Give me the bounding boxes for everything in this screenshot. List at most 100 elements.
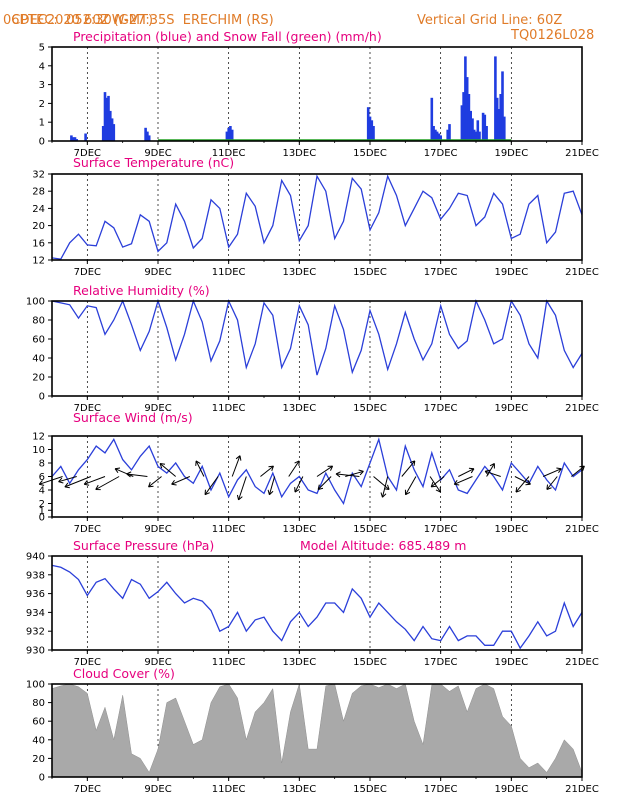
pressure-xtick-label: 15DEC (353, 657, 387, 668)
pressure-frame (51, 555, 583, 651)
pressure-ytick-label: 932 (26, 627, 45, 638)
precip-bar (70, 135, 73, 141)
temp-ytick-label: 16 (32, 238, 45, 249)
wind-vector (373, 476, 390, 490)
wind-xtick-label: 15DEC (353, 524, 387, 535)
cloud-xtick-label: 15DEC (353, 784, 387, 795)
precip-panel: Precipitation (blue) and Snow Fall (gree… (39, 29, 599, 159)
precip-bar (110, 118, 114, 141)
temp-panel: Surface Temperature (nC) 12 16 20 24 28 32 7DEC… (32, 155, 599, 278)
temp-ytick-label: 12 (32, 256, 45, 267)
temp-ytick-label: 24 (32, 204, 45, 215)
rh-xtick-label: 13DEC (282, 403, 316, 414)
cloud-ytick-label: 0 (39, 773, 45, 784)
rh-xtick-label: 15DEC (353, 403, 387, 414)
rh-panel: Relative Humidity (%) 0 20 40 60 80 100 7DEC 9DE… (26, 283, 599, 414)
cloud-xtick-label: 21DEC (565, 784, 599, 795)
wind-vector-head (171, 479, 177, 486)
wind-vector-head (83, 480, 90, 486)
precip-bar (437, 133, 441, 141)
wind-vector-head (235, 455, 242, 461)
wind-vector (381, 476, 389, 498)
header-coords: 052:30W-27:35S (66, 13, 175, 28)
wind-vector-head (58, 477, 64, 484)
precip-bar (439, 135, 442, 141)
rh-xtick-label: 9DEC (144, 403, 171, 414)
wind-vector (268, 476, 276, 495)
wind-vector (58, 476, 77, 483)
precip-xtick-label: 7DEC (74, 148, 101, 159)
precip-bar (495, 97, 499, 141)
wind-vector-head (525, 479, 531, 486)
pressure-xtick-label: 9DEC (144, 657, 171, 668)
precip-frame (51, 46, 583, 142)
precip-bar (499, 94, 502, 141)
temp-ytick-label: 32 (32, 170, 45, 181)
wind-ytick-label: 8 (39, 459, 45, 470)
precip-bar (227, 127, 230, 141)
wind-vector (260, 465, 274, 477)
wind-ytick-label: 10 (32, 445, 45, 456)
precip-bar (225, 131, 229, 141)
precip-bar (474, 131, 478, 141)
precip-bar (478, 131, 481, 141)
wind-vector-head (435, 487, 441, 493)
wind-vector (84, 476, 106, 485)
precip-bar (462, 92, 465, 141)
cloud-ytick-label: 20 (32, 754, 45, 765)
cloud-xtick-label: 9DEC (144, 784, 171, 795)
wind-vector-head (327, 465, 334, 471)
precip-xtick-label: 19DEC (494, 148, 528, 159)
pressure-xtick-label: 13DEC (282, 657, 316, 668)
cloud-xtick-label: 13DEC (282, 784, 316, 795)
wind-vector (542, 468, 562, 477)
wind-vector-head (453, 479, 460, 486)
wind-vector-head (358, 469, 364, 476)
precip-bar (71, 137, 75, 141)
precip-bar (103, 92, 107, 141)
wind-vector-head (317, 484, 324, 490)
cloud-ytick-label: 100 (26, 680, 45, 691)
temp-xtick-label: 7DEC (74, 267, 101, 278)
precip-ytick-label: 5 (39, 43, 45, 54)
cloud-frame (51, 683, 583, 778)
precip-bar (109, 110, 112, 141)
precip-bar (494, 56, 497, 141)
wind-ytick-label: 1 (39, 506, 45, 517)
precip-ytick-label: 4 (39, 61, 45, 72)
wind-ytick-label: 4 (39, 486, 45, 497)
wind-vector-head (95, 484, 101, 491)
precip-bar (230, 129, 234, 141)
wind-vector-head (64, 482, 70, 489)
cloud-xtick-label: 11DEC (212, 784, 246, 795)
precip-bar (503, 116, 506, 141)
wind-xtick-label: 11DEC (212, 524, 246, 535)
rh-xtick-label: 17DEC (424, 403, 458, 414)
wind-xtick-label: 19DEC (494, 524, 528, 535)
precip-bar (464, 56, 467, 141)
wind-vector-head (268, 465, 274, 471)
wind-vector (429, 476, 441, 493)
wind-vector-head (430, 482, 437, 488)
wind-vector-head (204, 489, 210, 496)
temp-xtick-label: 15DEC (353, 267, 387, 278)
wind-vector-head (409, 460, 416, 466)
temp-ytick-label: 28 (32, 187, 45, 198)
precip-bar (368, 116, 372, 141)
precip-bar (481, 112, 485, 141)
cloud-ytick-label: 80 (32, 698, 45, 709)
precip-bar (448, 124, 451, 141)
temp-xtick-label: 19DEC (494, 267, 528, 278)
precip-bar (229, 126, 232, 141)
wind-ytick-label: 2 (39, 499, 45, 510)
pressure-panel: Surface Pressure (hPa) Model Altitude: 68… (26, 538, 599, 668)
precip-xtick-label: 21DEC (565, 148, 599, 159)
precip-ytick-label: 3 (39, 80, 45, 91)
wind-vector-head (335, 471, 341, 478)
rh-xtick-label: 19DEC (494, 403, 528, 414)
wind-vector (294, 476, 304, 493)
rh-ytick-label: 60 (32, 335, 45, 346)
pressure-ytick-label: 938 (26, 570, 45, 581)
wind-vector (171, 476, 190, 485)
